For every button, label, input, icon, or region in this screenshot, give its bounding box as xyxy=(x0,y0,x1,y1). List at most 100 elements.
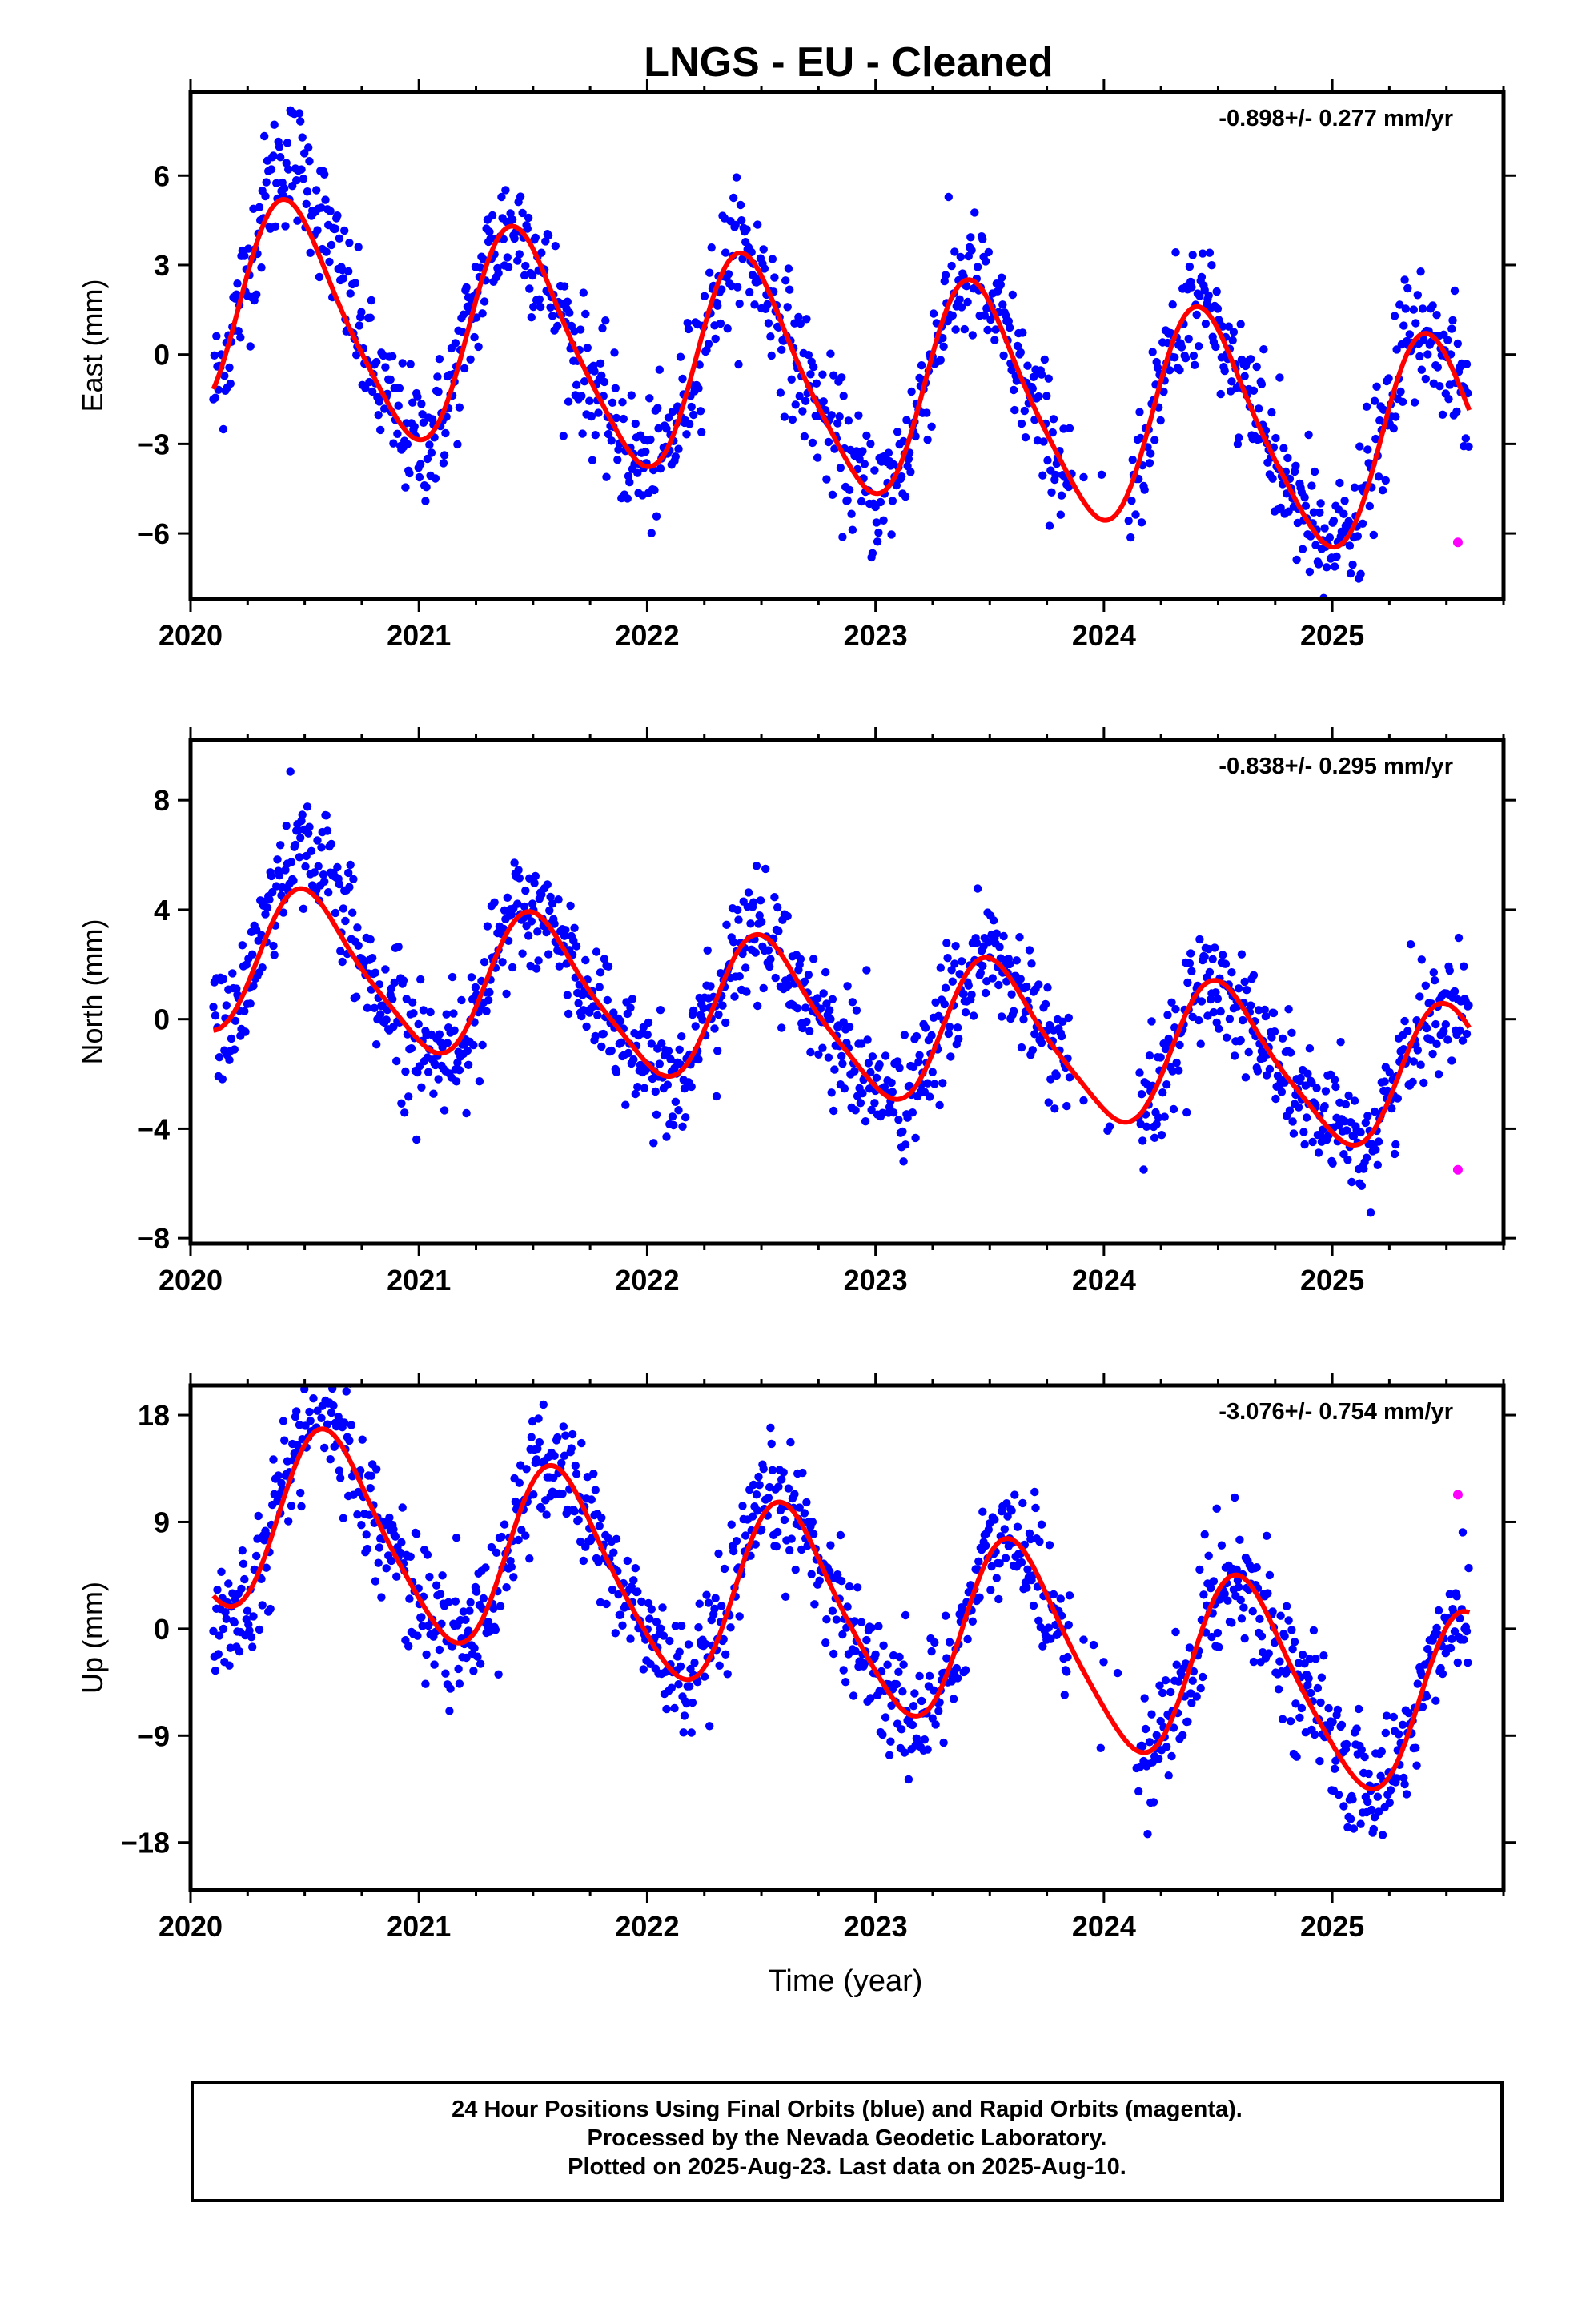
data-point xyxy=(1391,1140,1400,1149)
data-point xyxy=(297,165,306,174)
data-point xyxy=(719,1634,728,1644)
data-point xyxy=(652,1618,661,1626)
data-point xyxy=(796,319,805,328)
data-point xyxy=(1374,1137,1383,1146)
data-point xyxy=(484,1618,493,1626)
data-point xyxy=(527,1433,536,1441)
data-point xyxy=(1249,386,1259,395)
data-point xyxy=(1371,1145,1380,1155)
data-point xyxy=(1403,283,1412,293)
data-point xyxy=(1239,1015,1247,1025)
data-point xyxy=(366,313,375,322)
data-point xyxy=(218,1075,227,1084)
data-point xyxy=(382,1015,391,1024)
data-point xyxy=(1460,962,1468,971)
data-point xyxy=(957,303,966,312)
data-point xyxy=(1200,952,1209,961)
data-point xyxy=(1255,404,1263,413)
x-tick-label: 2023 xyxy=(844,619,908,652)
data-point xyxy=(545,906,554,915)
data-point xyxy=(733,905,742,915)
data-point xyxy=(1446,1643,1456,1653)
data-point xyxy=(211,1666,220,1675)
data-point xyxy=(333,211,342,220)
data-point xyxy=(749,898,758,907)
data-point xyxy=(690,1659,699,1667)
data-point xyxy=(286,767,295,776)
data-point xyxy=(1394,1730,1403,1739)
data-point xyxy=(1316,1698,1325,1707)
data-point xyxy=(305,822,314,831)
data-point xyxy=(1381,1728,1391,1738)
data-point xyxy=(943,954,952,963)
data-point xyxy=(1348,1795,1357,1804)
data-point xyxy=(469,1667,478,1675)
data-point xyxy=(991,325,1000,334)
data-point xyxy=(612,413,621,423)
data-point xyxy=(579,1556,588,1566)
data-point xyxy=(781,1592,790,1602)
data-point xyxy=(278,883,287,892)
data-point xyxy=(595,1522,604,1530)
data-point xyxy=(618,398,627,407)
data-point xyxy=(1291,1699,1300,1708)
data-point xyxy=(1035,1537,1044,1546)
data-point xyxy=(591,1031,600,1041)
rapid-orbit-point xyxy=(1452,1164,1463,1175)
data-point xyxy=(1031,1503,1040,1513)
data-point xyxy=(1172,1058,1181,1068)
data-point xyxy=(464,1060,473,1070)
data-point xyxy=(502,989,511,999)
data-point xyxy=(705,1722,714,1731)
data-point xyxy=(1443,1035,1452,1044)
data-point xyxy=(228,1589,237,1598)
data-point xyxy=(304,143,313,152)
data-point xyxy=(766,955,775,964)
x-tick-label: 2020 xyxy=(159,1910,223,1943)
data-point xyxy=(438,1571,447,1580)
data-point xyxy=(759,983,768,993)
data-point xyxy=(804,351,813,360)
data-point xyxy=(626,1003,635,1012)
data-point xyxy=(488,211,497,220)
data-point xyxy=(483,922,492,931)
data-point xyxy=(462,1653,471,1663)
data-point xyxy=(906,468,915,476)
data-point xyxy=(676,1662,685,1671)
data-point xyxy=(1156,1716,1165,1726)
data-point xyxy=(1318,1125,1327,1134)
data-point xyxy=(875,1060,884,1069)
data-point xyxy=(911,432,920,441)
data-point xyxy=(324,888,333,897)
data-point xyxy=(1199,1590,1208,1599)
footer-line-2: Processed by the Nevada Geodetic Laborat… xyxy=(587,2125,1107,2151)
data-point xyxy=(1423,350,1432,359)
data-point xyxy=(398,1503,407,1512)
data-point xyxy=(550,919,559,928)
data-point xyxy=(627,391,636,400)
data-point xyxy=(668,1112,677,1121)
data-point xyxy=(1289,1129,1299,1138)
data-point xyxy=(270,120,279,129)
data-point xyxy=(950,959,959,968)
data-point xyxy=(280,184,289,193)
data-point xyxy=(404,1642,413,1651)
data-point xyxy=(410,422,419,431)
data-point xyxy=(522,1465,531,1474)
data-point xyxy=(753,220,762,229)
data-point xyxy=(1009,385,1018,395)
data-point xyxy=(801,396,810,405)
data-point xyxy=(1183,978,1192,987)
data-point xyxy=(625,477,634,487)
data-point xyxy=(911,1133,920,1143)
page-title: LNGS - EU - Cleaned xyxy=(644,39,1053,86)
data-point xyxy=(1174,1066,1183,1075)
data-point xyxy=(1349,1824,1359,1833)
data-point xyxy=(904,1775,913,1784)
data-point xyxy=(319,1356,327,1364)
data-point xyxy=(764,946,773,955)
data-point xyxy=(781,276,790,285)
data-point xyxy=(301,862,310,871)
data-point xyxy=(248,950,257,959)
